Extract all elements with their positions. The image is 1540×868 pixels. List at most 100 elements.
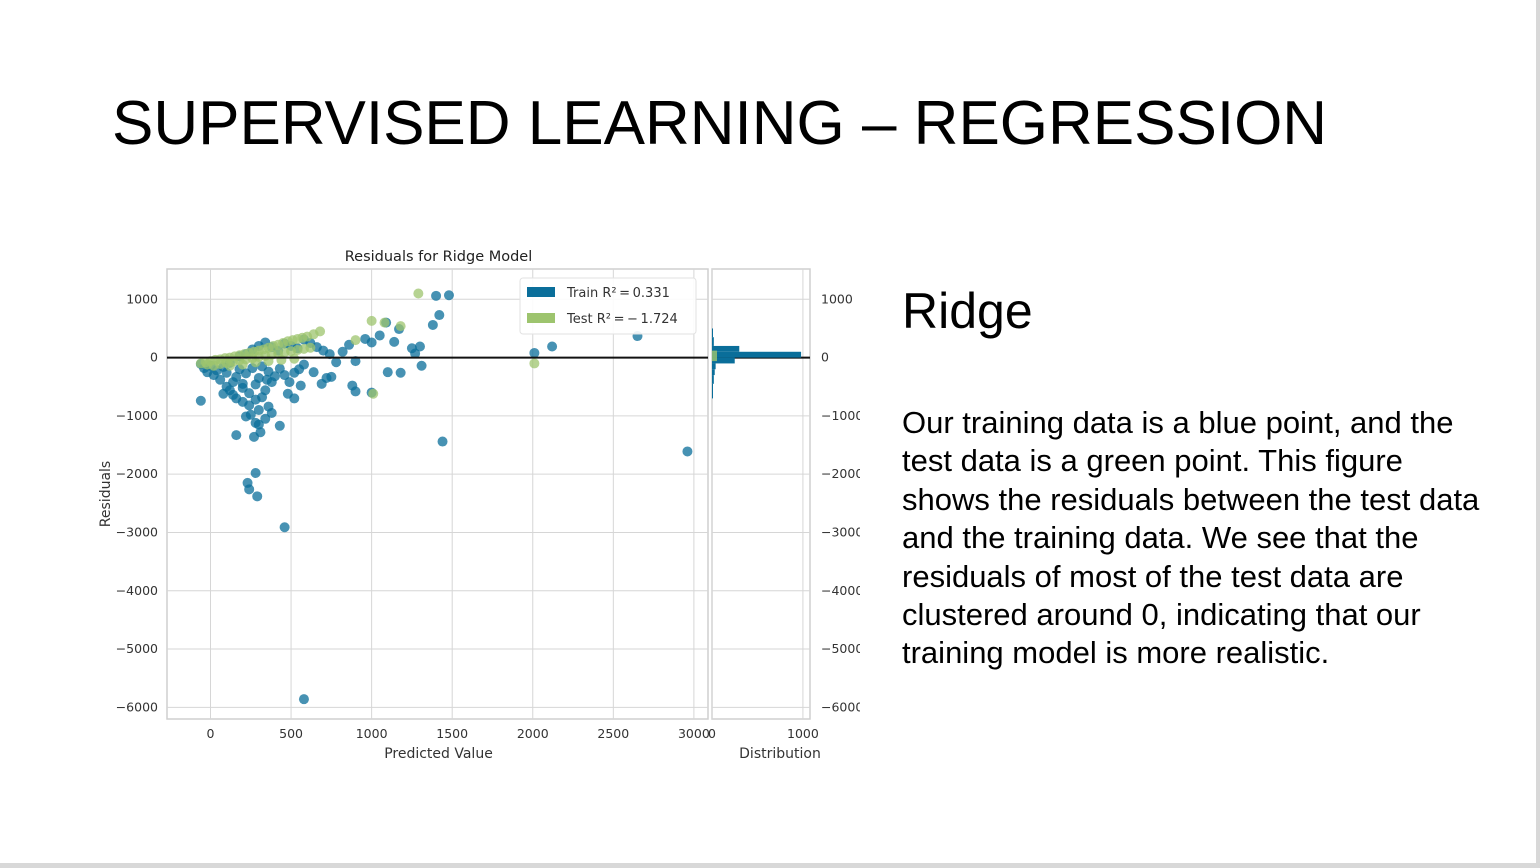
train-point bbox=[279, 522, 290, 533]
histogram-bar bbox=[712, 383, 713, 399]
y-axis-label: Residuals bbox=[98, 461, 114, 527]
train-point bbox=[529, 347, 540, 358]
train-point bbox=[431, 290, 442, 301]
x-tick-label: 1500 bbox=[436, 726, 468, 741]
train-point bbox=[350, 386, 361, 397]
legend-swatch-test bbox=[527, 313, 555, 323]
slide-subtitle: Ridge bbox=[902, 283, 1033, 339]
histogram-bar bbox=[712, 337, 714, 346]
distribution-y-tick-label: −2000 bbox=[821, 466, 860, 481]
slide-body-text: Our training data is a blue point, and t… bbox=[902, 405, 1480, 671]
y-tick-label: −4000 bbox=[116, 583, 158, 598]
train-point bbox=[244, 484, 255, 495]
legend-label-test: Test R² = − 1.724 bbox=[566, 312, 678, 327]
x-tick-label: 500 bbox=[279, 726, 303, 741]
train-point bbox=[410, 348, 421, 359]
y-tick-label: −5000 bbox=[116, 641, 158, 656]
histogram-bar bbox=[712, 328, 713, 338]
histogram-bar bbox=[712, 357, 735, 364]
train-point bbox=[215, 374, 226, 385]
train-point bbox=[253, 405, 264, 416]
histogram-test-bar bbox=[712, 350, 717, 362]
train-point bbox=[321, 373, 332, 384]
chart-title: Residuals for Ridge Model bbox=[345, 249, 533, 265]
x-tick-label: 1000 bbox=[356, 726, 388, 741]
histogram-bar bbox=[712, 375, 714, 384]
y-tick-label: 1000 bbox=[126, 291, 158, 306]
residuals-chart: 0 500 1000 1500 2000 2500 3000 1000 1000 0 0 −1000 −… bbox=[98, 249, 860, 762]
test-point bbox=[315, 326, 326, 337]
horizontal-scrollbar[interactable] bbox=[0, 863, 1540, 868]
train-point bbox=[437, 436, 448, 447]
distribution-y-tick-label: 1000 bbox=[821, 291, 853, 306]
train-point bbox=[443, 290, 454, 301]
train-point bbox=[231, 371, 242, 382]
train-point bbox=[244, 388, 255, 399]
legend-swatch-train bbox=[527, 287, 555, 297]
train-point bbox=[416, 360, 427, 371]
train-point bbox=[682, 446, 693, 457]
test-point bbox=[366, 315, 377, 326]
train-point bbox=[434, 310, 445, 321]
histogram-bar bbox=[712, 369, 715, 376]
series-train bbox=[195, 290, 693, 705]
train-point bbox=[298, 694, 309, 705]
histogram-bar bbox=[712, 351, 802, 358]
train-point bbox=[245, 409, 256, 420]
distribution-y-tick-label: 0 bbox=[821, 350, 829, 365]
legend-label-train: Train R² = 0.331 bbox=[566, 286, 670, 301]
test-point bbox=[529, 358, 540, 369]
distribution-label: Distribution bbox=[739, 746, 821, 762]
distribution-frame bbox=[711, 268, 811, 720]
train-point bbox=[249, 431, 260, 442]
distribution-x-tick-label: 1000 bbox=[787, 726, 819, 741]
train-point bbox=[308, 367, 319, 378]
x-tick-label: 2500 bbox=[597, 726, 629, 741]
train-point bbox=[547, 341, 558, 352]
train-point bbox=[395, 367, 406, 378]
test-point bbox=[237, 359, 248, 370]
train-point bbox=[250, 417, 261, 428]
train-point bbox=[218, 388, 229, 399]
y-tick-label: −1000 bbox=[116, 408, 158, 423]
test-point bbox=[413, 288, 424, 299]
train-point bbox=[231, 430, 242, 441]
train-point bbox=[298, 359, 309, 370]
train-point bbox=[366, 337, 377, 348]
vertical-scrollbar[interactable] bbox=[1536, 0, 1540, 868]
distribution-x-tick-label: 0 bbox=[708, 726, 716, 741]
distribution-y-tick-label: −5000 bbox=[821, 641, 860, 656]
train-point bbox=[284, 377, 295, 388]
train-point bbox=[331, 357, 342, 368]
y-tick-label: −3000 bbox=[116, 524, 158, 539]
train-point bbox=[279, 370, 290, 381]
x-axis-label: Predicted Value bbox=[384, 746, 493, 762]
train-point bbox=[228, 389, 239, 400]
legend-box bbox=[519, 277, 697, 335]
test-point bbox=[395, 321, 406, 332]
x-tick-label: 0 bbox=[207, 726, 215, 741]
x-tick-label: 2000 bbox=[517, 726, 549, 741]
test-point bbox=[276, 354, 287, 365]
train-point bbox=[269, 371, 280, 382]
series-test bbox=[195, 288, 540, 399]
train-point bbox=[250, 468, 261, 479]
y-tick-label: −2000 bbox=[116, 466, 158, 481]
train-point bbox=[257, 392, 268, 403]
distribution-y-tick-label: −3000 bbox=[821, 524, 860, 539]
train-point bbox=[414, 341, 425, 352]
test-point bbox=[379, 317, 390, 328]
slide-title: SUPERVISED LEARNING – REGRESSION bbox=[112, 89, 1328, 158]
train-point bbox=[337, 346, 348, 357]
train-point bbox=[253, 373, 264, 384]
train-point bbox=[295, 380, 306, 391]
train-point bbox=[244, 400, 255, 411]
test-point bbox=[350, 335, 361, 346]
x-tick-label: 3000 bbox=[678, 726, 710, 741]
train-point bbox=[389, 336, 400, 347]
test-point bbox=[368, 388, 379, 399]
test-point bbox=[250, 357, 261, 368]
train-point bbox=[237, 378, 248, 389]
train-point bbox=[274, 420, 285, 431]
legend: Train R² = 0.331 Test R² = − 1.724 bbox=[519, 277, 697, 335]
